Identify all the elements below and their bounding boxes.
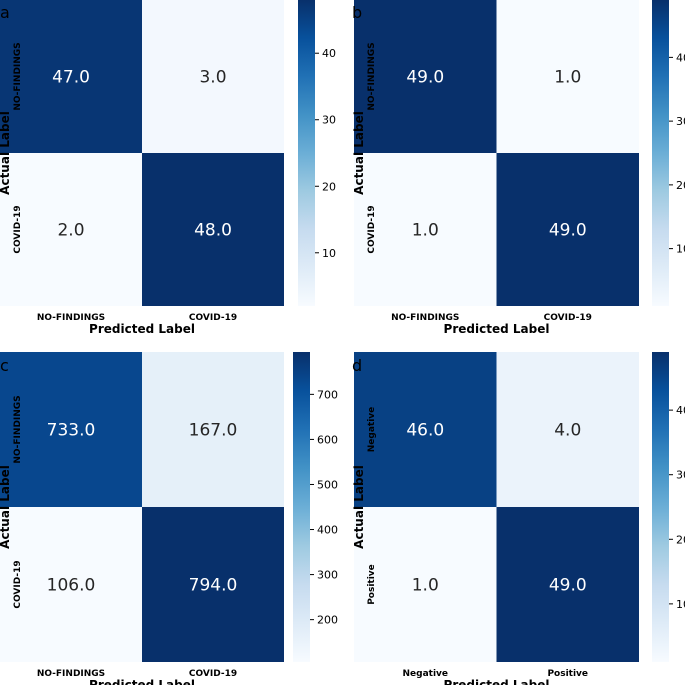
x-tick-label: COVID-19 [544, 313, 592, 323]
x-tick-label: NO-FINDINGS [391, 313, 459, 323]
colorbar [298, 0, 315, 306]
x-axis-title: Predicted Label [89, 678, 195, 685]
cell-value-label: 1.0 [412, 576, 439, 596]
cell-value-label: 49.0 [549, 576, 587, 596]
heatmap-cell [496, 0, 639, 153]
y-tick-label: COVID-19 [13, 205, 23, 253]
panel-d: 46.0 4.0 1.0 49.0 Negative Positive Negative Po… [352, 352, 685, 685]
colorbar-tick-label: 300 [317, 569, 338, 582]
heatmap-cell [354, 0, 497, 153]
heatmap-cell [496, 352, 639, 507]
colorbar-tick-label: 400 [317, 524, 338, 537]
y-axis-title: Actual Label [352, 111, 366, 195]
y-tick-label: NO-FINDINGS [13, 42, 23, 110]
y-tick-label: Positive [367, 564, 377, 605]
colorbar-tick-label: 200 [317, 614, 338, 627]
x-tick-label: NO-FINDINGS [37, 313, 105, 323]
panel-a: 47.0 3.0 2.0 48.0 NO-FINDINGS COVID-19 NO-FIND… [0, 0, 336, 336]
colorbar-tick-label: 40 [676, 404, 685, 417]
colorbar-tick-label: 30 [322, 114, 336, 127]
colorbar-tick-label: 20 [676, 179, 685, 192]
colorbar-tick-label: 700 [317, 388, 338, 401]
colorbar-tick-label: 500 [317, 478, 338, 491]
y-tick-label: COVID-19 [367, 205, 377, 253]
colorbar [293, 352, 310, 662]
cell-value-label: 47.0 [52, 68, 90, 88]
cell-value-label: 106.0 [47, 576, 96, 596]
heatmap-cell [0, 507, 142, 662]
cell-value-label: 48.0 [194, 221, 232, 241]
heatmap-cell [354, 153, 497, 306]
cell-value-label: 49.0 [406, 68, 444, 88]
cell-value-label: 2.0 [57, 221, 84, 241]
colorbar-tick-label: 30 [676, 469, 685, 482]
y-axis-title: Actual Label [0, 465, 12, 549]
colorbar-tick-label: 20 [676, 533, 685, 546]
colorbar-tick-label: 20 [322, 180, 336, 193]
colorbar-tick-label: 10 [322, 247, 336, 260]
colorbar [652, 0, 669, 306]
cell-value-label: 167.0 [189, 421, 238, 441]
heatmap-cell [354, 507, 497, 662]
colorbar-tick-label: 40 [676, 51, 685, 64]
panel-letter: b [352, 3, 362, 22]
x-axis-title: Predicted Label [444, 322, 550, 336]
x-tick-label: Positive [547, 669, 588, 679]
y-tick-label: NO-FINDINGS [13, 395, 23, 463]
panel-letter: c [0, 356, 9, 375]
panel-letter: a [0, 3, 10, 22]
cell-value-label: 794.0 [189, 576, 238, 596]
cell-value-label: 3.0 [199, 68, 226, 88]
colorbar-tick-label: 10 [676, 243, 685, 256]
colorbar-tick-label: 40 [322, 47, 336, 60]
x-axis-title: Predicted Label [444, 678, 550, 685]
y-axis-title: Actual Label [352, 465, 366, 549]
cell-value-label: 4.0 [554, 421, 581, 441]
colorbar-tick-label: 30 [676, 115, 685, 128]
heatmap-cell [142, 352, 284, 507]
heatmap-cell [142, 153, 284, 306]
panel-b: 49.0 1.0 1.0 49.0 NO-FINDINGS COVID-19 NO-FIND… [352, 0, 685, 336]
heatmap-cell [0, 153, 142, 306]
y-tick-label: Negative [367, 407, 377, 453]
cell-value-label: 46.0 [406, 421, 444, 441]
x-axis-title: Predicted Label [89, 322, 195, 336]
y-tick-label: COVID-19 [13, 560, 23, 608]
heatmap-cell [142, 507, 284, 662]
cell-value-label: 1.0 [412, 221, 439, 241]
x-tick-label: COVID-19 [189, 313, 237, 323]
y-axis-title: Actual Label [0, 111, 12, 195]
x-tick-label: Negative [402, 669, 448, 679]
panel-c: 733.0 167.0 106.0 794.0 NO-FINDINGS COVID-19 N… [0, 352, 338, 685]
cell-value-label: 1.0 [554, 68, 581, 88]
heatmap-cell [0, 352, 142, 507]
x-tick-label: COVID-19 [189, 669, 237, 679]
heatmap-cell [496, 507, 639, 662]
colorbar-tick-label: 10 [676, 598, 685, 611]
cell-value-label: 733.0 [47, 421, 96, 441]
colorbar-tick-label: 600 [317, 433, 338, 446]
heatmap-cell [0, 0, 142, 153]
x-tick-label: NO-FINDINGS [37, 669, 105, 679]
heatmap-cell [496, 153, 639, 306]
y-tick-label: NO-FINDINGS [367, 42, 377, 110]
panel-letter: d [352, 356, 362, 375]
heatmap-cell [354, 352, 497, 507]
colorbar [652, 352, 669, 662]
cell-value-label: 49.0 [549, 221, 587, 241]
heatmap-cell [142, 0, 284, 153]
